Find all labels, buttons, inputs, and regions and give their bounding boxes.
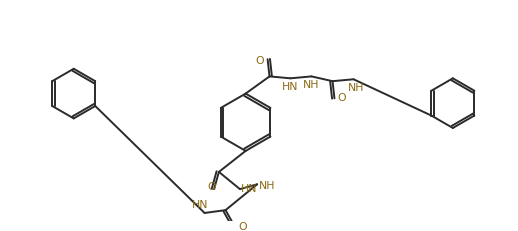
Text: O: O <box>207 182 215 192</box>
Text: NH: NH <box>303 80 320 90</box>
Text: HN: HN <box>282 82 299 92</box>
Text: HN: HN <box>192 200 208 210</box>
Text: NH: NH <box>258 181 275 191</box>
Text: HN: HN <box>241 184 257 194</box>
Text: O: O <box>238 222 247 231</box>
Text: O: O <box>256 56 264 66</box>
Text: NH: NH <box>348 83 365 93</box>
Text: O: O <box>338 93 347 103</box>
